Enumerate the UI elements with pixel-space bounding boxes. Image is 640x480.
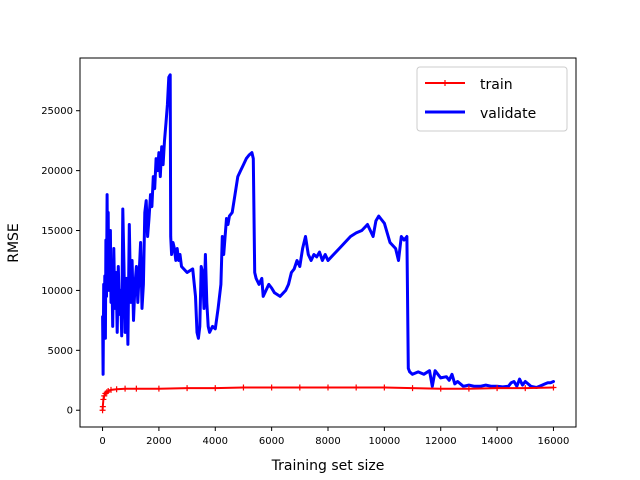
data-point-train (465, 385, 472, 392)
x-tick-label: 10000 (368, 436, 400, 447)
data-point-train (325, 384, 331, 391)
legend-label-train: train (480, 77, 513, 93)
data-point-train (105, 388, 112, 395)
plot-lines (99, 73, 557, 414)
y-tick-label: 0 (67, 406, 73, 417)
x-tick-label: 0 (99, 436, 105, 447)
x-tick-label: 12000 (425, 436, 457, 447)
data-point-train (155, 385, 162, 392)
data-point-train (122, 385, 129, 392)
data-point-train (296, 384, 303, 391)
data-point-train (437, 385, 444, 392)
legend: train validate (416, 66, 568, 132)
data-point-train (212, 385, 219, 392)
x-tick-label: 6000 (259, 436, 284, 447)
x-axis: 0 2000 4000 6000 8000 10000 12000 14000 16000 (99, 427, 569, 447)
legend-label-validate: validate (480, 106, 536, 122)
data-point-train (184, 385, 191, 392)
legend-plus-marker (442, 80, 448, 86)
x-tick-label: 4000 (203, 436, 228, 447)
data-point-train (550, 384, 557, 391)
series-line-train (101, 386, 555, 412)
data-point-train (240, 384, 247, 391)
data-point-train (113, 386, 120, 393)
y-tick-label: 10000 (41, 286, 73, 297)
y-tick-label: 5000 (48, 346, 73, 357)
x-tick-label: 16000 (538, 436, 570, 447)
x-tick-label: 8000 (315, 436, 340, 447)
data-point-train (409, 385, 416, 392)
data-point-train (133, 385, 140, 392)
y-tick-label: 20000 (41, 166, 73, 177)
x-tick-label: 14000 (481, 436, 513, 447)
y-axis-title: RMSE (6, 223, 22, 263)
x-axis-title: Training set size (271, 458, 385, 474)
data-point-train (381, 384, 388, 391)
y-tick-label: 15000 (41, 226, 73, 237)
data-point-train (100, 396, 107, 403)
legend-marker-train (442, 80, 448, 86)
data-point-train (268, 384, 275, 391)
y-axis: 0 5000 10000 15000 20000 25000 (41, 106, 80, 417)
x-tick-label: 2000 (146, 436, 171, 447)
data-point-train (108, 386, 114, 393)
data-point-train (99, 403, 106, 410)
data-point-train (353, 384, 360, 391)
data-point-train (494, 385, 501, 392)
series-markers-train (99, 384, 557, 414)
data-point-train (522, 385, 529, 392)
series-line-validate (101, 73, 555, 389)
y-tick-label: 25000 (41, 106, 73, 117)
